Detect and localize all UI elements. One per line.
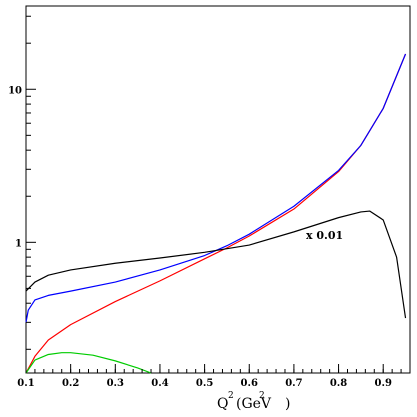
y-tick-label: 1 (15, 238, 22, 249)
x-axis-title-prefix: Q (217, 396, 228, 412)
x-tick-label: 0.8 (330, 378, 347, 389)
x-axis-title: Q 2 (GeV 2 ) (217, 391, 290, 412)
series-line-3 (25, 352, 152, 374)
series-line-0 (25, 53, 407, 374)
series-line-2 (25, 210, 407, 319)
y-axis-ticks: 1 10 (8, 15, 36, 350)
x-tick-label: 0.9 (375, 378, 392, 389)
x-tick-label: 0.4 (151, 378, 168, 389)
x-tick-label: 0.2 (62, 378, 79, 389)
x-axis-title-sup: 2 (228, 391, 234, 401)
series-line-1 (25, 53, 407, 323)
x-tick-label: 0.5 (196, 378, 213, 389)
x-tick-label: 0.6 (241, 378, 258, 389)
x-axis-ticks: 0.1 0.2 0.3 0.4 0.5 0.6 0.7 0.8 0.9 (17, 364, 411, 389)
x-axis-title-sup2: 2 (259, 391, 265, 401)
plot-frame (25, 5, 411, 374)
x-tick-label: 0.7 (285, 378, 302, 389)
y-tick-label: 10 (8, 85, 22, 96)
x-axis-title-body: (GeV (236, 396, 272, 412)
x-tick-label: 0.3 (107, 378, 124, 389)
scale-annotation: x 0.01 (306, 229, 343, 242)
series-layer (25, 53, 407, 374)
x-tick-label: 0.1 (17, 378, 34, 389)
x-axis-title-suffix: ) (285, 396, 290, 412)
